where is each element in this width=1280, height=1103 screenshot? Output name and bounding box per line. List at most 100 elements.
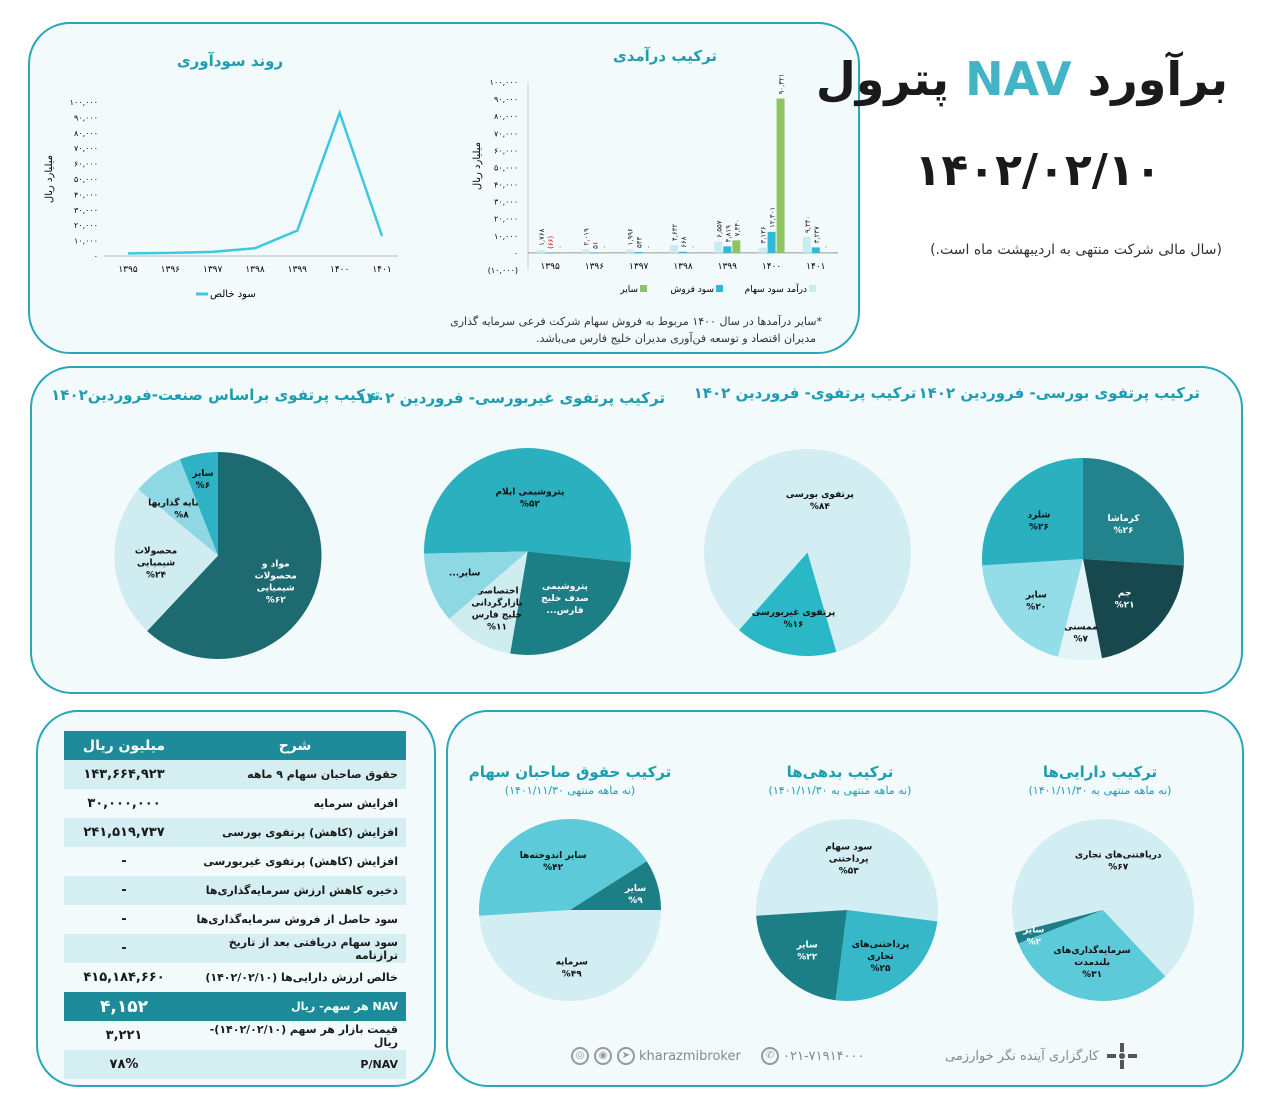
pie-slice-4 xyxy=(982,458,1083,566)
pie-label: بلندمدت xyxy=(1074,958,1110,968)
bar-0 xyxy=(714,241,723,253)
bar-0 xyxy=(581,249,590,253)
x-tick-label: ۱۴۰۰ xyxy=(330,265,349,275)
bar-1 xyxy=(546,252,555,254)
listed-pie-chart: کرماشا %۲۶ جم %۲۱ ممسنی %۷ سایر %۲۰ شلرد %۲۶ xyxy=(982,458,1184,660)
legend-swatch xyxy=(809,285,816,292)
row-description: NAV هر سهم- ریال xyxy=(184,992,406,1021)
pie-label: سایر... xyxy=(449,569,481,579)
pie-label: پرتفوی بورسی xyxy=(786,490,854,500)
bar-0 xyxy=(802,236,811,253)
row-description: P/NAV xyxy=(184,1050,406,1079)
y-tick-label: ۶۰,۰۰۰ xyxy=(74,160,98,169)
pie-pct: %۵۲ xyxy=(520,500,541,510)
y-tick-label: ۵۰,۰۰۰ xyxy=(74,175,98,184)
table-row: NAV هر سهم- ریال ۴,۱۵۲ xyxy=(64,992,406,1021)
pie-pct: %۴۲ xyxy=(543,863,564,873)
bar-2 xyxy=(599,252,608,254)
pie-pct: %۲۶ xyxy=(1029,523,1049,533)
pie-pct: %۸ xyxy=(174,510,189,520)
telegram-icon[interactable]: ➤ xyxy=(617,1047,635,1065)
equity-pie-subtitle: (نه ماهه منتهی ۱۴۰۱/۱۱/۳۰) xyxy=(504,784,636,797)
pie-slice-1 xyxy=(114,489,218,631)
x-tick-label: ۱۳۹۹ xyxy=(718,262,738,272)
pie-label: سایر xyxy=(624,884,646,894)
x-tick-label: ۱۳۹۵ xyxy=(118,265,138,275)
footer-phone[interactable]: ۰۲۱-۷۱۹۱۴۰۰۰ xyxy=(783,1048,865,1064)
income-chart-title: ترکیب درآمدی xyxy=(612,47,718,65)
instagram-icon[interactable]: ◉ xyxy=(594,1047,612,1065)
pie-pct: %۶۲ xyxy=(266,595,287,605)
data-label: ۶,۵۵۷ xyxy=(715,220,723,238)
table-row: قیمت بازار هر سهم (۱۴۰۲/۰۲/۱۰)- ریال ۳,۲۲… xyxy=(64,1021,406,1050)
pie-pct: %۲ xyxy=(1027,937,1042,947)
nav-table: شرح میلیون ریال حقوق صاحبان سهام ۹ ماهه ۱… xyxy=(64,731,406,1079)
y-tick-label: ۸۰,۰۰۰ xyxy=(74,129,98,138)
pie-label: اختصاصی xyxy=(475,587,518,597)
title-pre: برآورد xyxy=(1087,52,1228,106)
row-value: ۱۴۳,۶۶۴,۹۲۳ xyxy=(64,760,184,789)
page-title: برآورد NAV پترول xyxy=(816,52,1228,106)
data-point xyxy=(296,230,298,232)
pie-slice-2 xyxy=(570,861,661,910)
footer-company-group: کارگزاری آینده نگر خوارزمی xyxy=(945,1043,1139,1069)
pie-pct: %۲۱ xyxy=(1115,601,1135,611)
pie-label: سرمایه xyxy=(556,958,588,968)
pie-slice-2 xyxy=(449,551,528,654)
legend-label: سایر xyxy=(619,285,638,295)
y-tick-label: ۱۰۰,۰۰۰ xyxy=(70,98,98,107)
y-tick-label: ۹۰,۰۰۰ xyxy=(74,113,98,122)
data-label: ۷,۳۴۰ xyxy=(733,219,741,236)
x-tick-label: ۱۳۹۸ xyxy=(673,262,693,272)
series-line-net-profit xyxy=(127,109,384,255)
pie-label: بازارگردانی xyxy=(471,597,522,609)
pie-label: سرمایه‌گذاری‌های xyxy=(1054,944,1131,956)
data-label: ۱,۹۹۶ xyxy=(627,228,635,246)
pie-label: پرتفوی غیربورسی xyxy=(752,608,835,618)
pie-label: پتروشیمی xyxy=(542,582,588,592)
x-tick-label: ۱۳۹۸ xyxy=(245,265,265,275)
table-row: افزایش (کاهش) پرتفوی بورسی ۲۴۱,۵۱۹,۷۳۷ xyxy=(64,818,406,847)
footer-company: کارگزاری آینده نگر خوارزمی xyxy=(945,1048,1099,1064)
bar-1 xyxy=(634,251,643,253)
bar-1 xyxy=(679,251,687,253)
data-label: ۳,۱۳۶ xyxy=(760,226,768,244)
pie-pct: %۵۳ xyxy=(839,866,860,876)
pie-label: صدف خلیج xyxy=(541,594,589,604)
pie-slice-1 xyxy=(1083,559,1184,659)
row-value: ۳,۲۲۱ xyxy=(105,1028,143,1043)
y-tick-label: ۷۰,۰۰۰ xyxy=(494,129,518,138)
y-tick-label: ۵۰,۰۰۰ xyxy=(494,163,518,172)
table-row: ذخیره کاهش ارزش سرمایه‌گذاری‌ها - xyxy=(64,876,406,905)
social-handle[interactable]: kharazmibroker xyxy=(639,1048,741,1064)
pie-pct: %۲۶ xyxy=(1113,526,1133,536)
pie-slice-3 xyxy=(424,551,528,620)
basketball-icon[interactable]: ◎ xyxy=(571,1047,589,1065)
data-label: ۰ xyxy=(600,245,608,249)
bar-0 xyxy=(625,249,634,253)
table-row: حقوق صاحبان سهام ۹ ماهه ۱۴۳,۶۶۴,۹۲۳ xyxy=(64,760,406,789)
pie-slice-3 xyxy=(179,452,218,556)
data-label: ۰ xyxy=(822,245,830,249)
pie-pct: %۲۰ xyxy=(1026,603,1046,613)
bar-2 xyxy=(732,240,741,253)
x-tick-label: ۱۴۰۱ xyxy=(372,265,391,275)
y-tick-label: ۹۰,۰۰۰ xyxy=(494,95,518,104)
data-label: ۳,۲۳۷ xyxy=(813,226,821,244)
pie-label: مواد و xyxy=(261,559,290,569)
table-row: افزایش (کاهش) پرتفوی غیربورسی - xyxy=(64,847,406,876)
row-value: ۷۸% xyxy=(64,1050,184,1079)
pie-pct: %۳۱ xyxy=(1082,970,1102,980)
y-axis-title: میلیارد ریال xyxy=(44,155,55,203)
portfolio-pie-chart: پرتفوی بورسی %۸۴ پرتفوی غیربورسی %۱۶ xyxy=(704,449,911,656)
pie-label: پتروشیمی ایلام xyxy=(495,488,564,498)
y-tick-label: ۷۰,۰۰۰ xyxy=(74,144,98,153)
y-tick-label: ۲۰,۰۰۰ xyxy=(494,215,518,224)
pie-label: سود سهام xyxy=(825,842,872,852)
row-value: - xyxy=(121,854,127,869)
pie-slice-2 xyxy=(138,459,218,556)
phone-icon: ✆ xyxy=(761,1047,779,1065)
profit-chart-title: روند سودآوری xyxy=(176,52,284,70)
income-bar-chart: ۱۰۰,۰۰۰ ۹۰,۰۰۰ ۸۰,۰۰۰ ۷۰,۰۰۰ ۶۰,۰۰۰ ۵۰,۰۰۰ ۴۰,… xyxy=(472,74,838,295)
pie-slice-0 xyxy=(1012,819,1194,977)
